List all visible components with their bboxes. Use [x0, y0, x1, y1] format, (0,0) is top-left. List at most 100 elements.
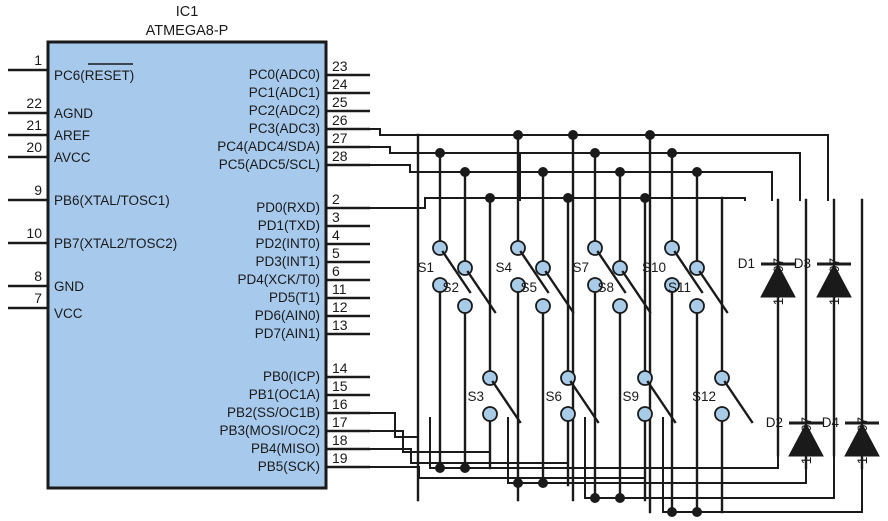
switch-label: S12 [692, 389, 716, 404]
switch-label: S7 [572, 260, 589, 275]
pin-label-agnd: AGND [54, 106, 93, 121]
switch-label: S10 [642, 260, 666, 275]
pin-number-9: 9 [34, 182, 42, 198]
pin-number-7: 7 [34, 290, 42, 306]
pin-label-pb2: PB2(SS/OC1B) [227, 405, 320, 420]
switch-blade [646, 380, 677, 424]
column-wires [416, 133, 724, 514]
switch-s9[interactable]: S9 [622, 370, 677, 424]
switch-s6[interactable]: S6 [545, 370, 600, 424]
pin-number-20: 20 [26, 139, 42, 155]
pin-label-pd1: PD1(TXD) [258, 218, 320, 233]
switch-contact-bottom [637, 406, 653, 422]
diode-type: 1N4007 [855, 417, 870, 464]
pin-number-28: 28 [332, 148, 348, 164]
pin-number-8: 8 [34, 268, 42, 284]
switch-blade [723, 380, 754, 424]
right-pin-numbers: 23 24 25 26 27 28 2 3 4 5 6 11 12 13 14 … [332, 58, 348, 466]
pin-number-19: 19 [332, 450, 348, 466]
diode-type: 1N4007 [827, 258, 842, 305]
pin-label-pc5: PC5(ADC5/SCL) [219, 157, 320, 172]
pin-number-18: 18 [332, 432, 348, 448]
switch-contact-bottom [510, 277, 526, 293]
switch-label: S5 [520, 280, 537, 295]
junction-dots [435, 130, 702, 203]
switch-s4[interactable]: S4 [495, 240, 550, 294]
switch-contact-bottom [560, 406, 576, 422]
pin-label-pb4: PB4(MISO) [251, 441, 320, 456]
pin-label-pd6: PD6(AIN0) [255, 308, 320, 323]
switch-s12[interactable]: S12 [692, 370, 754, 424]
switch-s10[interactable]: S10 [642, 240, 704, 294]
pin-label-pb7: PB7(XTAL2/TOSC2) [54, 236, 177, 251]
pin-label-pb3: PB3(MOSI/OC2) [219, 423, 320, 438]
pin-number-17: 17 [332, 414, 348, 430]
diode-d2: D2 1N4007 [766, 198, 824, 470]
switch-s7[interactable]: S7 [572, 240, 627, 294]
switch-blade [544, 270, 575, 314]
switch-blade [491, 380, 522, 424]
switch-s8[interactable]: S8 [597, 260, 652, 314]
switch-s2[interactable]: S2 [442, 260, 497, 314]
pin-label-pd4: PD4(XCK/T0) [237, 272, 320, 287]
diode-d4: D4 1N4007 [822, 198, 880, 470]
pin-label-pb5: PB5(SCK) [258, 459, 320, 474]
pin-label-pd7: PD7(AIN1) [255, 326, 320, 341]
switch-contact-bottom [714, 406, 730, 422]
diode-refdes: D1 [738, 256, 755, 271]
port-b-feed-wires [369, 412, 646, 479]
diode-triangle [816, 263, 852, 298]
switch-contact-bottom [664, 277, 680, 293]
pin-label-avcc: AVCC [54, 150, 91, 165]
switch-blade [621, 270, 652, 314]
bottom-junction-dots [435, 463, 702, 517]
diode-d1: D1 1N4007 [738, 198, 796, 457]
pin-number-14: 14 [332, 360, 348, 376]
switch-contact-bottom [482, 406, 498, 422]
switch-blade [673, 250, 704, 294]
pin-label-pc0: PC0(ADC0) [249, 67, 320, 82]
pin-label-pb1: PB1(OC1A) [249, 387, 320, 402]
pin-number-21: 21 [26, 117, 42, 133]
switch-blade [441, 250, 472, 294]
pin-label-pc6-reset: PC6(RESET) [54, 68, 134, 83]
pin-label-pd2: PD2(INT0) [255, 236, 320, 251]
pin-number-24: 24 [332, 76, 348, 92]
pin-label-vcc: VCC [54, 306, 83, 321]
pin-number-27: 27 [332, 130, 348, 146]
right-pin-stubs [326, 73, 370, 469]
diode-d3: D3 1N4007 [794, 198, 852, 457]
pin-number-5: 5 [332, 245, 340, 261]
ic-body [46, 40, 328, 490]
pin-label-pd5: PD5(T1) [269, 290, 320, 305]
pin-number-1: 1 [34, 52, 42, 68]
switch-contact-bottom [535, 298, 551, 314]
pin-number-6: 6 [332, 263, 340, 279]
pin-number-13: 13 [332, 317, 348, 333]
pin-number-15: 15 [332, 378, 348, 394]
switch-s1[interactable]: S1 [417, 240, 472, 294]
diode-refdes: D3 [794, 256, 811, 271]
pin-label-aref: AREF [54, 128, 90, 143]
pin-label-pd0: PD0(RXD) [256, 200, 320, 215]
pin-number-26: 26 [332, 112, 348, 128]
pin-label-pc3: PC3(ADC3) [249, 121, 320, 136]
pin-number-11: 11 [332, 281, 347, 297]
switch-label: S4 [495, 260, 512, 275]
switch-label: S3 [467, 389, 484, 404]
switch-s3[interactable]: S3 [467, 370, 522, 424]
switch-label: S1 [417, 260, 434, 275]
switch-contact-bottom [457, 298, 473, 314]
switch-s5[interactable]: S5 [520, 260, 575, 314]
switch-label: S9 [622, 389, 639, 404]
pin-number-2: 2 [332, 191, 340, 207]
switch-blade [698, 270, 729, 314]
switch-blade [519, 250, 550, 294]
pin-number-12: 12 [332, 299, 348, 315]
switch-contact-bottom [689, 298, 705, 314]
pin-number-22: 22 [26, 95, 42, 111]
ic-part-number: ATMEGA8-P [146, 23, 229, 39]
switch-s11[interactable]: S11 [668, 260, 729, 314]
switch-contact-bottom [432, 277, 448, 293]
